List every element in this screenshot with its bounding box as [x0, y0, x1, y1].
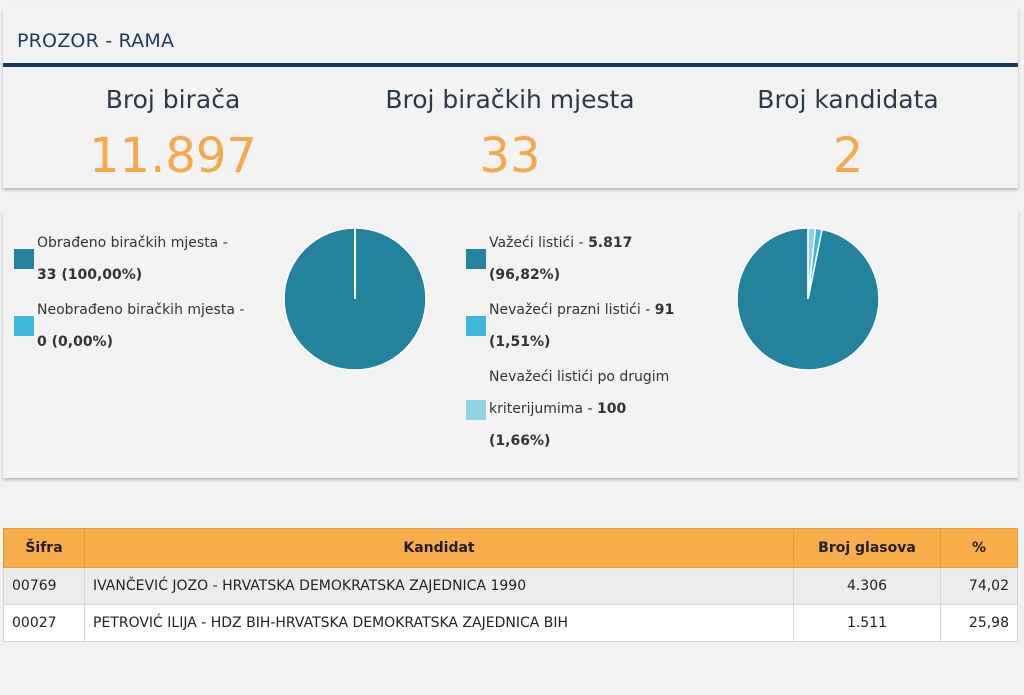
ballots-pie-chart	[736, 227, 880, 371]
table-header-row: Šifra Kandidat Broj glasova %	[3, 528, 1018, 568]
stat-voters-label: Broj birača	[105, 85, 241, 114]
polling-stations-pie-chart	[283, 227, 427, 371]
legend-blank-label: Nevažeći prazni listići -	[489, 302, 655, 318]
column-header-percent[interactable]: %	[940, 528, 1018, 568]
column-header-candidate[interactable]: Kandidat	[84, 528, 794, 568]
legend-valid-ballots: Važeći listići - 5.817 (96,82%)	[489, 227, 632, 291]
stat-polling-stations-label: Broj biračkih mjesta	[385, 85, 635, 114]
processed-swatch	[14, 249, 34, 269]
ballots-slice-2[interactable]	[807, 227, 817, 300]
cell-votes: 4.306	[793, 567, 941, 605]
legend-other-invalid: Nevažeći listići po drugim kriterijumima…	[489, 361, 669, 457]
blank-ballots-swatch	[466, 316, 486, 336]
cell-candidate: PETROVIĆ ILIJA - HDZ BIH-HRVATSKA DEMOKR…	[84, 604, 794, 642]
stat-candidates-label: Broj kandidata	[757, 85, 939, 114]
cell-candidate: IVANČEVIĆ JOZO - HRVATSKA DEMOKRATSKA ZA…	[84, 567, 794, 605]
stat-candidates-value: 2	[832, 128, 864, 184]
legend-valid-percent: (96,82%)	[489, 267, 561, 283]
cell-percent: 74,02	[940, 567, 1018, 605]
column-header-votes[interactable]: Broj glasova	[793, 528, 941, 568]
column-header-code[interactable]: Šifra	[3, 528, 85, 568]
legend-unprocessed: Neobrađeno biračkih mjesta - 0 (0,00%)	[37, 294, 244, 358]
legend-other-label-2: kriterijumima -	[489, 401, 597, 417]
cell-percent: 25,98	[940, 604, 1018, 642]
legend-processed-value: 33 (100,00%)	[37, 267, 143, 283]
cell-code: 00027	[3, 604, 85, 642]
other-invalid-swatch	[466, 400, 486, 420]
stat-voters: Broj birača 11.897	[8, 80, 338, 184]
legend-processed-label: Obrađeno biračkih mjesta -	[37, 235, 228, 251]
table-row: 00027 PETROVIĆ ILIJA - HDZ BIH-HRVATSKA …	[3, 604, 1018, 642]
legend-other-percent: (1,66%)	[489, 433, 551, 449]
legend-other-label-1: Nevažeći listići po drugim	[489, 369, 670, 385]
stat-voters-value: 11.897	[89, 128, 257, 184]
valid-ballots-swatch	[466, 249, 486, 269]
table-row: 00769 IVANČEVIĆ JOZO - HRVATSKA DEMOKRAT…	[3, 567, 1018, 605]
legend-other-value: 100	[596, 401, 627, 417]
stat-polling-stations: Broj biračkih mjesta 33	[345, 80, 675, 184]
legend-valid-value: 5.817	[588, 235, 633, 251]
legend-unprocessed-value: 0 (0,00%)	[37, 334, 113, 350]
unprocessed-swatch	[14, 316, 34, 336]
legend-processed: Obrađeno biračkih mjesta - 33 (100,00%)	[37, 227, 228, 291]
stat-candidates: Broj kandidata 2	[683, 80, 1013, 184]
legend-blank-ballots: Nevažeći prazni listići - 91 (1,51%)	[489, 294, 674, 358]
legend-unprocessed-label: Neobrađeno biračkih mjesta -	[37, 302, 245, 318]
processing-panel: Obrađeno biračkih mjesta - 33 (100,00%) …	[3, 212, 1018, 478]
results-table: Šifra Kandidat Broj glasova % 00769 IVAN…	[3, 528, 1018, 642]
stat-polling-stations-value: 33	[479, 128, 541, 184]
cell-votes: 1.511	[793, 604, 941, 642]
legend-valid-label: Važeći listići -	[489, 235, 589, 251]
summary-header-panel: PROZOR - RAMA Broj birača 11.897 Broj bi…	[3, 8, 1018, 188]
legend-blank-value: 91	[654, 302, 675, 318]
legend-blank-percent: (1,51%)	[489, 334, 551, 350]
title-divider	[3, 63, 1018, 67]
page-title: PROZOR - RAMA	[17, 30, 175, 52]
cell-code: 00769	[3, 567, 85, 605]
